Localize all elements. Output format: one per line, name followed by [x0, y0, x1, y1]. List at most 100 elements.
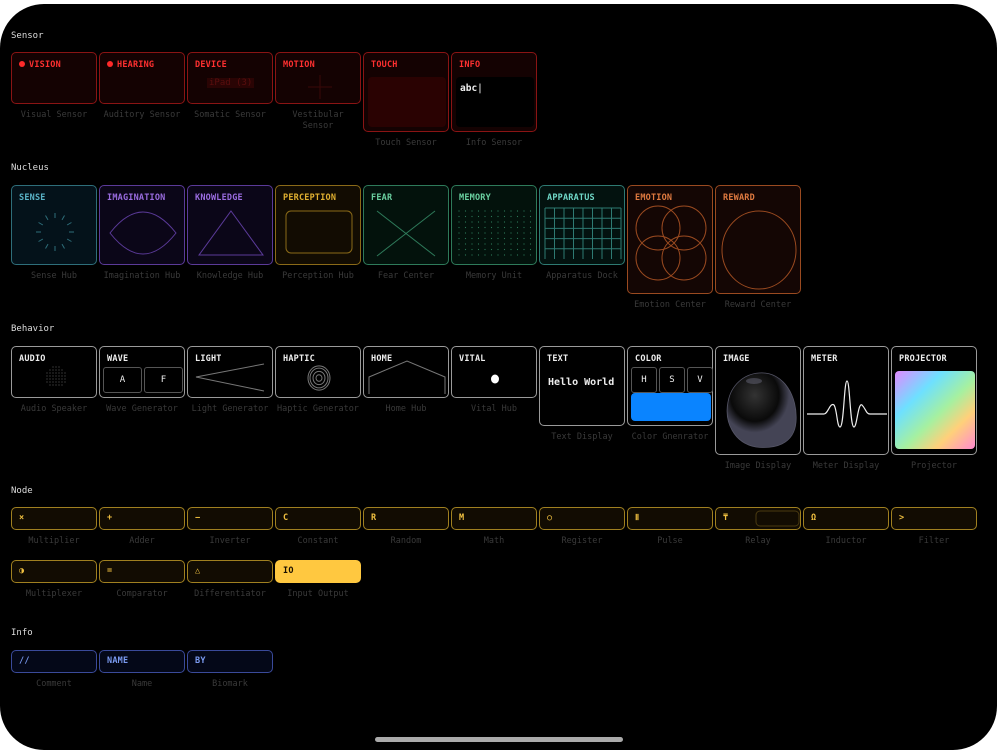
card-label-imagination-hub: Imagination Hub: [103, 271, 181, 281]
display-text: Hello World: [548, 377, 615, 388]
card-title: +: [107, 513, 113, 523]
card-label-register: Register: [561, 536, 603, 546]
card-light-generator[interactable]: LIGHT: [187, 346, 273, 398]
card-label-color-gnenrator: Color Gnenrator: [631, 432, 709, 442]
card-wave-generator[interactable]: WAVE A F: [99, 346, 185, 398]
card-label-sense-hub: Sense Hub: [30, 271, 78, 281]
card-label-auditory-sensor: Auditory Sensor: [103, 110, 181, 120]
card-title: //: [19, 656, 30, 666]
card-label-knowledge-hub: Knowledge Hub: [196, 271, 264, 281]
card-inverter[interactable]: −: [187, 507, 273, 530]
card-title: APPARATUS: [547, 193, 595, 203]
section-title-behavior: Behavior: [11, 324, 55, 334]
card-input-output[interactable]: IO: [275, 560, 361, 583]
card-title: PROJECTOR: [899, 354, 947, 364]
card-inductor[interactable]: Ω: [803, 507, 889, 530]
card-projector[interactable]: PROJECTOR: [891, 346, 977, 455]
card-knowledge-hub[interactable]: KNOWLEDGE: [187, 185, 273, 265]
card-title: NAME: [107, 656, 129, 666]
card-image-display[interactable]: IMAGE: [715, 346, 801, 455]
card-title: R: [371, 513, 377, 523]
card-title: ○: [547, 513, 553, 523]
card-touch-sensor[interactable]: TOUCH: [363, 52, 449, 132]
card-somatic-sensor[interactable]: DEVICE iPad (3): [187, 52, 273, 104]
card-name[interactable]: NAME: [99, 650, 185, 673]
color-v-button[interactable]: V: [687, 367, 713, 393]
card-title: VITAL: [459, 354, 486, 364]
light-beam-icon: [195, 363, 265, 392]
card-label-input-output: Input Output: [287, 589, 349, 599]
color-s-button[interactable]: S: [659, 367, 685, 393]
card-title: SENSE: [19, 193, 46, 203]
card-differentiator[interactable]: △: [187, 560, 273, 583]
card-math[interactable]: M: [451, 507, 537, 530]
card-reward-center[interactable]: REWARD: [715, 185, 801, 294]
eye-icon: [109, 211, 177, 255]
card-label-pulse: Pulse: [657, 536, 683, 546]
card-filter[interactable]: >: [891, 507, 977, 530]
card-vital-hub[interactable]: VITAL: [451, 346, 537, 398]
card-meter-display[interactable]: METER: [803, 346, 889, 455]
crosshair-icon: [308, 75, 332, 99]
card-comment[interactable]: //: [11, 650, 97, 673]
card-adder[interactable]: +: [99, 507, 185, 530]
card-label-haptic-generator: Haptic Generator: [277, 404, 359, 414]
card-vestibular-sensor[interactable]: MOTION: [275, 52, 361, 104]
card-title: KNOWLEDGE: [195, 193, 243, 203]
card-multiplier[interactable]: ×: [11, 507, 97, 530]
radial-ticks-icon: [36, 213, 74, 251]
wave-a-button[interactable]: A: [103, 367, 142, 393]
card-label-somatic-sensor: Somatic Sensor: [194, 110, 266, 120]
card-title: FEAR: [371, 193, 393, 203]
card-label-adder: Adder: [129, 536, 155, 546]
card-pulse[interactable]: Ⅱ: [627, 507, 713, 530]
color-h-button[interactable]: H: [631, 367, 657, 393]
card-title: −: [195, 513, 201, 523]
card-label-audio-speaker: Audio Speaker: [20, 404, 88, 414]
info-text-input[interactable]: abc|: [460, 83, 483, 94]
card-sense-hub[interactable]: SENSE: [11, 185, 97, 265]
card-label-name: Name: [131, 679, 153, 689]
card-emotion-center[interactable]: EMOTION: [627, 185, 713, 294]
card-title: TOUCH: [371, 60, 398, 70]
card-color-gnenrator[interactable]: COLOR H S V: [627, 346, 713, 426]
circle-icon: [721, 210, 797, 290]
card-label-comparator: Comparator: [116, 589, 168, 599]
card-text-display[interactable]: TEXT Hello World: [539, 346, 625, 426]
card-label-image-display: Image Display: [724, 461, 792, 471]
card-relay[interactable]: ₸: [715, 507, 801, 530]
section-title-nucleus: Nucleus: [11, 163, 49, 173]
card-visual-sensor[interactable]: VISION: [11, 52, 97, 104]
card-home-hub[interactable]: HOME: [363, 346, 449, 398]
card-memory-unit[interactable]: MEMORY: [451, 185, 537, 265]
four-circles-icon: [635, 205, 707, 281]
card-constant[interactable]: C: [275, 507, 361, 530]
card-info-sensor[interactable]: INFO abc|: [451, 52, 537, 132]
card-imagination-hub[interactable]: IMAGINATION: [99, 185, 185, 265]
card-label-multiplier: Multiplier: [28, 536, 80, 546]
card-random[interactable]: R: [363, 507, 449, 530]
card-title: Ⅱ: [635, 513, 640, 523]
card-title: IMAGE: [723, 354, 750, 364]
wave-f-button[interactable]: F: [144, 367, 183, 393]
card-haptic-generator[interactable]: HAPTIC: [275, 346, 361, 398]
card-label-comment: Comment: [36, 679, 72, 689]
card-auditory-sensor[interactable]: HEARING: [99, 52, 185, 104]
card-audio-speaker[interactable]: AUDIO: [11, 346, 97, 398]
card-register[interactable]: ○: [539, 507, 625, 530]
card-fear-center[interactable]: FEAR: [363, 185, 449, 265]
dot-grid-icon: [458, 210, 532, 256]
card-apparatus-dock[interactable]: APPARATUS: [539, 185, 625, 265]
card-title: △: [195, 566, 201, 576]
card-title: INFO: [459, 60, 481, 70]
card-biomark[interactable]: BY: [187, 650, 273, 673]
card-title: EMOTION: [635, 193, 673, 203]
card-perception-hub[interactable]: PERCEPTION: [275, 185, 361, 265]
home-indicator[interactable]: [375, 737, 623, 742]
card-label-differentiator: Differentiator: [194, 589, 266, 599]
card-multiplexer[interactable]: ◑: [11, 560, 97, 583]
card-comparator[interactable]: =: [99, 560, 185, 583]
triangle-icon: [198, 210, 264, 256]
card-title: C: [283, 513, 289, 523]
card-label-visual-sensor: Visual Sensor: [20, 110, 88, 120]
